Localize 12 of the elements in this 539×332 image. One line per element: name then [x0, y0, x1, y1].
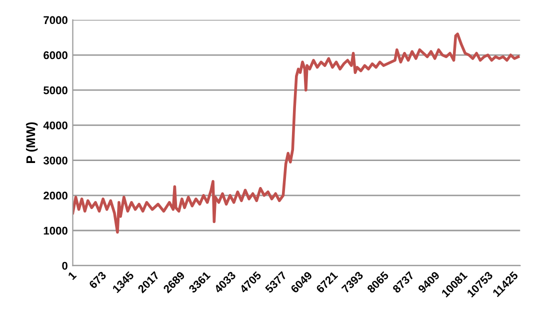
y-tick-label: 5000 [44, 86, 68, 94]
y-tick-label: 0 [62, 262, 68, 270]
line-series [72, 32, 520, 234]
y-tick-label: 4000 [43, 121, 68, 130]
x-tick-label: 673 [88, 270, 107, 290]
y-tick-label: 2000 [44, 192, 68, 200]
y-tick-label: 3000 [43, 156, 68, 164]
y-tick-label: 1000 [44, 226, 68, 235]
y-tick-label: 7000 [44, 16, 68, 24]
x-tick-label: 1 [68, 270, 77, 280]
y-axis-title: P (MW) [26, 122, 38, 163]
y-tick-label: 6000 [44, 51, 68, 60]
